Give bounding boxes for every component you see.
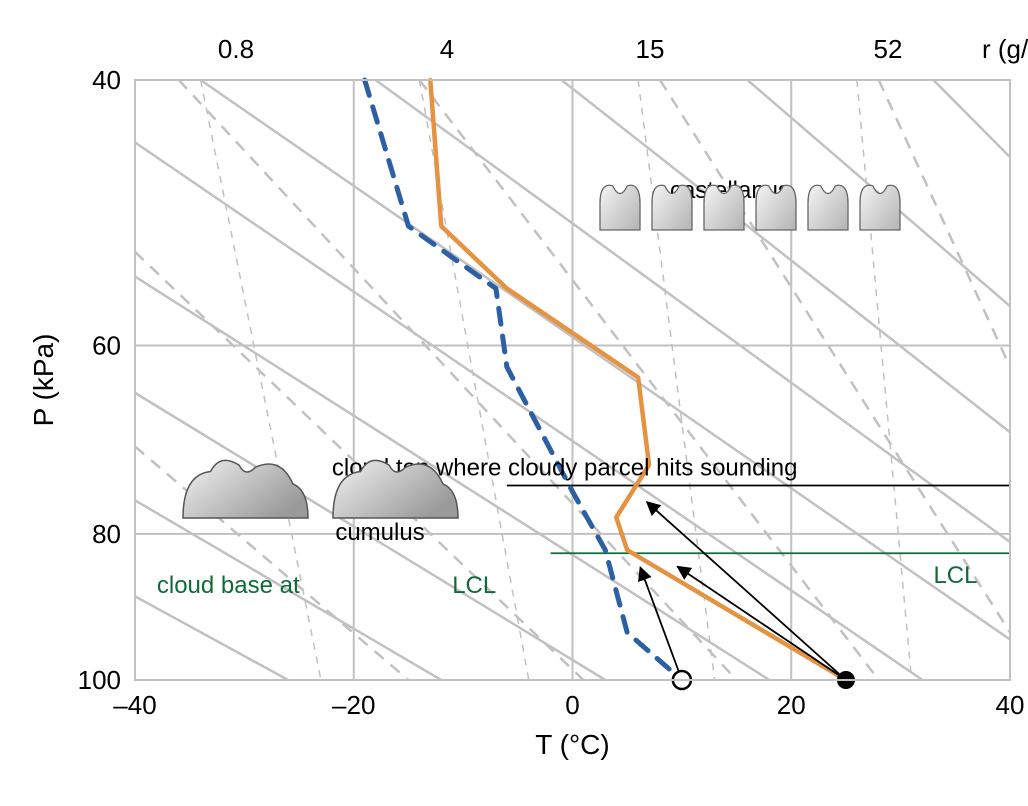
cumulus-label: cumulus (335, 519, 424, 546)
x-tick-label: 0 (565, 690, 579, 720)
lcl-left-label: LCL (452, 572, 496, 599)
x-tick-label: –20 (332, 690, 375, 720)
cloud-base-label: cloud base at (157, 572, 300, 599)
x-tick-label: 40 (996, 690, 1025, 720)
mixing-ratio-label: 4 (440, 34, 454, 64)
castellanus-cloud-icon (808, 185, 848, 230)
cumulus-cloud-icon (183, 460, 308, 518)
y-tick-label: 60 (92, 331, 121, 361)
mixing-ratio-label: 15 (636, 34, 665, 64)
mixing-ratio-unit: r (g/kg) (982, 34, 1028, 64)
x-axis-label: T (°C) (535, 729, 609, 760)
mixing-ratio-label: 52 (874, 34, 903, 64)
y-tick-label: 80 (92, 519, 121, 549)
x-tick-label: 20 (777, 690, 806, 720)
mixing-ratio-label: 0.8 (218, 34, 254, 64)
y-axis-label: P (kPa) (28, 334, 59, 427)
y-tick-label: 40 (92, 65, 121, 95)
castellanus-cloud-icon (600, 185, 640, 230)
parcel-arrow-1 (647, 502, 846, 680)
y-tick-label: 100 (78, 665, 121, 695)
parcel-arrow-0 (678, 567, 846, 680)
castellanus-cloud-icon (860, 185, 900, 230)
lcl-right-label: LCL (933, 562, 977, 589)
